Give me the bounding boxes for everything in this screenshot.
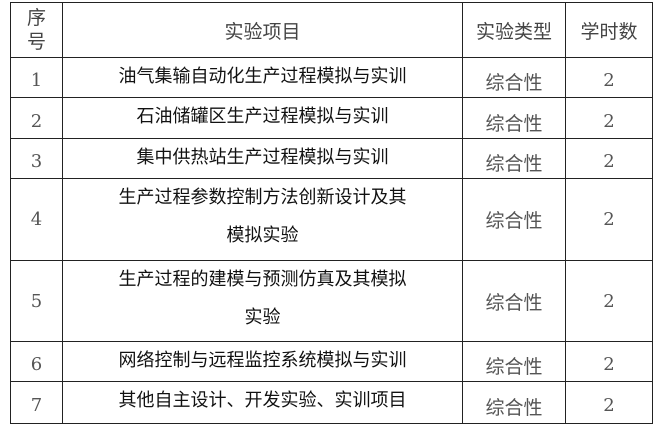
row-no: 4 <box>10 178 63 261</box>
row-hours: 2 <box>565 138 653 179</box>
table-row: 4 生产过程参数控制方法创新设计及其 模拟实验 综合性 2 <box>10 178 653 261</box>
table-row: 6 网络控制与远程监控系统模拟与实训 综合性 2 <box>10 341 653 382</box>
table-row: 3 集中供热站生产过程模拟与实训 综合性 2 <box>10 138 653 179</box>
table-row: 1 油气集输自动化生产过程模拟与实训 综合性 2 <box>10 57 653 98</box>
row-project: 石油储罐区生产过程模拟与实训 <box>62 97 463 139</box>
row-project-line1: 生产过程参数控制方法创新设计及其 <box>118 187 407 208</box>
row-no: 3 <box>10 138 63 179</box>
row-no: 1 <box>10 57 63 98</box>
row-type: 综合性 <box>462 381 566 424</box>
header-row: 序号 实验项目 实验类型 学时数 <box>10 2 653 58</box>
row-project-line2: 实验 <box>244 307 281 328</box>
row-hours: 2 <box>565 57 653 98</box>
header-no-line1: 序 <box>26 7 46 29</box>
table-row: 7 其他自主设计、开发实验、实训项目 综合性 2 <box>10 381 653 424</box>
row-type: 综合性 <box>462 97 566 139</box>
row-no: 2 <box>10 97 63 139</box>
table-row: 2 石油储罐区生产过程模拟与实训 综合性 2 <box>10 97 653 139</box>
row-project: 集中供热站生产过程模拟与实训 <box>62 138 463 179</box>
row-type: 综合性 <box>462 57 566 98</box>
row-hours: 2 <box>565 381 653 424</box>
row-project: 生产过程参数控制方法创新设计及其 模拟实验 <box>62 178 463 261</box>
row-no: 6 <box>10 341 63 382</box>
row-type: 综合性 <box>462 138 566 179</box>
header-project: 实验项目 <box>62 2 463 58</box>
row-project: 生产过程的建模与预测仿真及其模拟 实验 <box>62 260 463 342</box>
header-no-line2: 号 <box>26 31 46 53</box>
header-no: 序号 <box>10 2 63 58</box>
row-no: 7 <box>10 381 63 424</box>
row-project: 其他自主设计、开发实验、实训项目 <box>62 381 463 424</box>
row-project: 油气集输自动化生产过程模拟与实训 <box>62 57 463 98</box>
header-type: 实验类型 <box>462 2 566 58</box>
row-project: 网络控制与远程监控系统模拟与实训 <box>62 341 463 382</box>
row-hours: 2 <box>565 178 653 261</box>
header-hours: 学时数 <box>565 2 653 58</box>
row-type: 综合性 <box>462 260 566 342</box>
row-project-line1: 生产过程的建模与预测仿真及其模拟 <box>118 269 407 290</box>
row-type: 综合性 <box>462 341 566 382</box>
row-hours: 2 <box>565 97 653 139</box>
row-hours: 2 <box>565 260 653 342</box>
experiment-table: 序号 实验项目 实验类型 学时数 1 油气集输自动化生产过程模拟与实训 综合性 … <box>10 2 653 424</box>
row-project-line2: 模拟实验 <box>226 225 299 246</box>
row-type: 综合性 <box>462 178 566 261</box>
row-no: 5 <box>10 260 63 342</box>
row-hours: 2 <box>565 341 653 382</box>
table-row: 5 生产过程的建模与预测仿真及其模拟 实验 综合性 2 <box>10 260 653 342</box>
